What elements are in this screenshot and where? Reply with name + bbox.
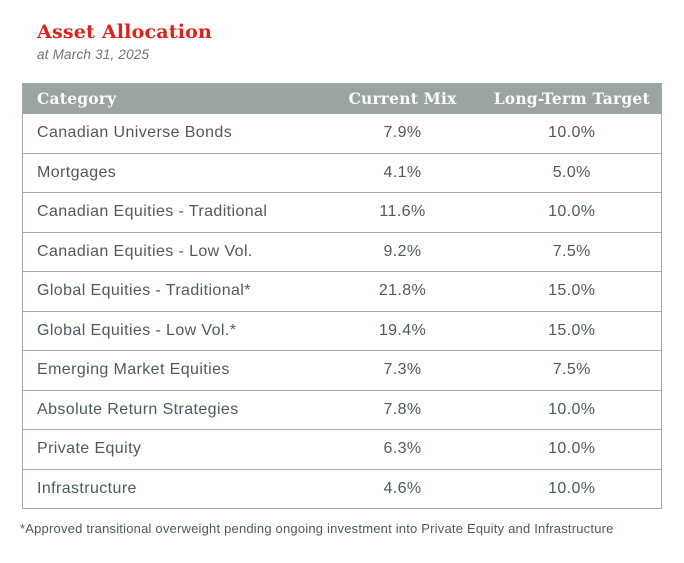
category-cell: Canadian Equities - Traditional — [37, 203, 268, 221]
category-cell: Emerging Market Equities — [37, 361, 230, 379]
long-term-target-cell: 15.0% — [548, 282, 596, 300]
current-mix-cell: 4.6% — [383, 479, 422, 497]
as-of-date: at March 31, 2025 — [37, 47, 150, 62]
table-row: Canadian Universe Bonds 7.9% 10.0% — [22, 113, 662, 153]
col-header-long-term-target: Long-Term Target — [482, 83, 662, 114]
category-cell: Global Equities - Traditional* — [37, 282, 251, 300]
current-mix-cell: 7.8% — [383, 400, 422, 418]
table-header-row: Category Current Mix Long-Term Target — [22, 83, 662, 114]
current-mix-cell: 9.2% — [383, 242, 422, 260]
footnote: *Approved transitional overweight pendin… — [20, 521, 614, 536]
long-term-target-cell: 5.0% — [552, 163, 591, 181]
long-term-target-cell: 7.5% — [552, 242, 591, 260]
current-mix-cell: 4.1% — [383, 163, 422, 181]
long-term-target-cell: 10.0% — [548, 479, 596, 497]
table-row: Global Equities - Low Vol.* 19.4% 15.0% — [22, 311, 662, 351]
long-term-target-cell: 15.0% — [548, 321, 596, 339]
table-row: Mortgages 4.1% 5.0% — [22, 153, 662, 193]
category-cell: Absolute Return Strategies — [37, 400, 239, 418]
current-mix-cell: 19.4% — [378, 321, 427, 339]
long-term-target-cell: 10.0% — [548, 124, 596, 141]
table-row: Absolute Return Strategies 7.8% 10.0% — [22, 390, 662, 430]
current-mix-cell: 6.3% — [383, 440, 422, 458]
current-mix-cell: 7.9% — [383, 124, 422, 141]
current-mix-cell: 11.6% — [379, 203, 426, 221]
table-row: Emerging Market Equities 7.3% 7.5% — [22, 350, 662, 390]
col-header-category: Category — [22, 83, 323, 114]
col-header-current-mix: Current Mix — [322, 83, 483, 114]
category-cell: Mortgages — [37, 163, 117, 181]
asset-allocation-table: Category Current Mix Long-Term Target Ca… — [22, 83, 662, 509]
long-term-target-cell: 10.0% — [548, 440, 596, 458]
category-cell: Private Equity — [37, 440, 142, 458]
table-row: Canadian Equities - Traditional 11.6% 10… — [22, 192, 662, 232]
long-term-target-cell: 10.0% — [548, 400, 596, 418]
long-term-target-cell: 7.5% — [552, 361, 591, 379]
table-row: Canadian Equities - Low Vol. 9.2% 7.5% — [22, 232, 662, 272]
long-term-target-cell: 10.0% — [548, 203, 596, 221]
category-cell: Canadian Equities - Low Vol. — [37, 242, 253, 260]
table-row: Infrastructure 4.6% 10.0% — [22, 469, 662, 509]
category-cell: Global Equities - Low Vol.* — [37, 321, 237, 339]
table-header: Category Current Mix Long-Term Target — [22, 83, 662, 114]
current-mix-cell: 7.3% — [383, 361, 422, 379]
current-mix-cell: 21.8% — [378, 282, 427, 300]
category-cell: Infrastructure — [37, 479, 137, 497]
category-cell: Canadian Universe Bonds — [37, 124, 233, 141]
page-title: Asset Allocation — [37, 21, 213, 43]
table-body: Canadian Universe Bonds 7.9% 10.0% Mortg… — [22, 113, 662, 509]
table-row: Private Equity 6.3% 10.0% — [22, 429, 662, 469]
table-row: Global Equities - Traditional* 21.8% 15.… — [22, 271, 662, 311]
